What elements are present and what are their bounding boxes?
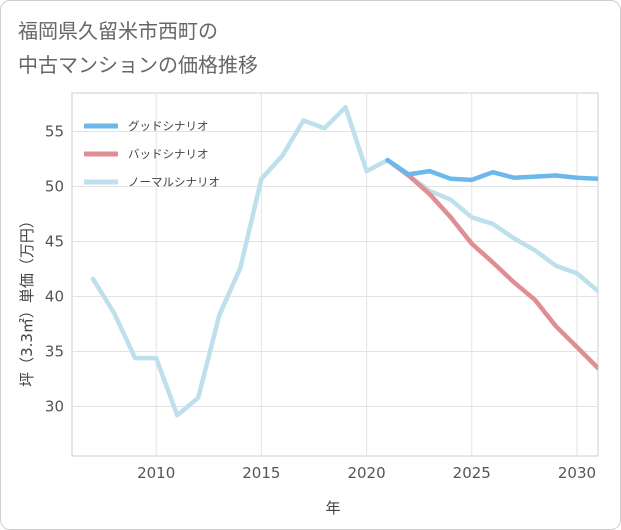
chart-title-line2: 中古マンションの価格推移 <box>18 53 258 77</box>
series-line-0 <box>385 157 598 183</box>
x-tick-label: 2010 <box>137 464 175 482</box>
x-axis-label: 年 <box>325 499 340 517</box>
x-tick-label: 2025 <box>453 464 491 482</box>
series-lines <box>90 105 598 418</box>
y-tick-labels: 30 35 40 45 50 55 <box>45 123 64 416</box>
chart-title: 福岡県久留米市西町の 中古マンションの価格推移 <box>18 14 578 82</box>
y-tick-label: 40 <box>45 288 64 306</box>
x-tick-label: 2020 <box>347 464 385 482</box>
legend-label-1: バッドシナリオ <box>128 147 209 161</box>
grid-lines <box>72 93 598 456</box>
y-axis-label: 坪（3.3㎡）単価（万円） <box>18 213 36 387</box>
x-tick-label: 2030 <box>558 464 596 482</box>
y-tick-label: 45 <box>45 233 64 251</box>
series-line-1 <box>385 157 598 371</box>
y-tick-label: 50 <box>45 178 64 196</box>
series-line-2 <box>90 105 598 418</box>
x-tick-label: 2015 <box>242 464 280 482</box>
legend-label-0: グッドシナリオ <box>128 119 209 133</box>
plot-area <box>71 92 599 457</box>
x-tick-labels: 2010 2015 2020 2025 2030 <box>137 464 596 482</box>
chart-title-line1: 福岡県久留米市西町の <box>18 19 218 43</box>
y-tick-label: 35 <box>45 343 64 361</box>
legend-label-2: ノーマルシナリオ <box>128 175 220 189</box>
y-tick-label: 30 <box>45 398 64 416</box>
y-tick-label: 55 <box>45 123 64 141</box>
